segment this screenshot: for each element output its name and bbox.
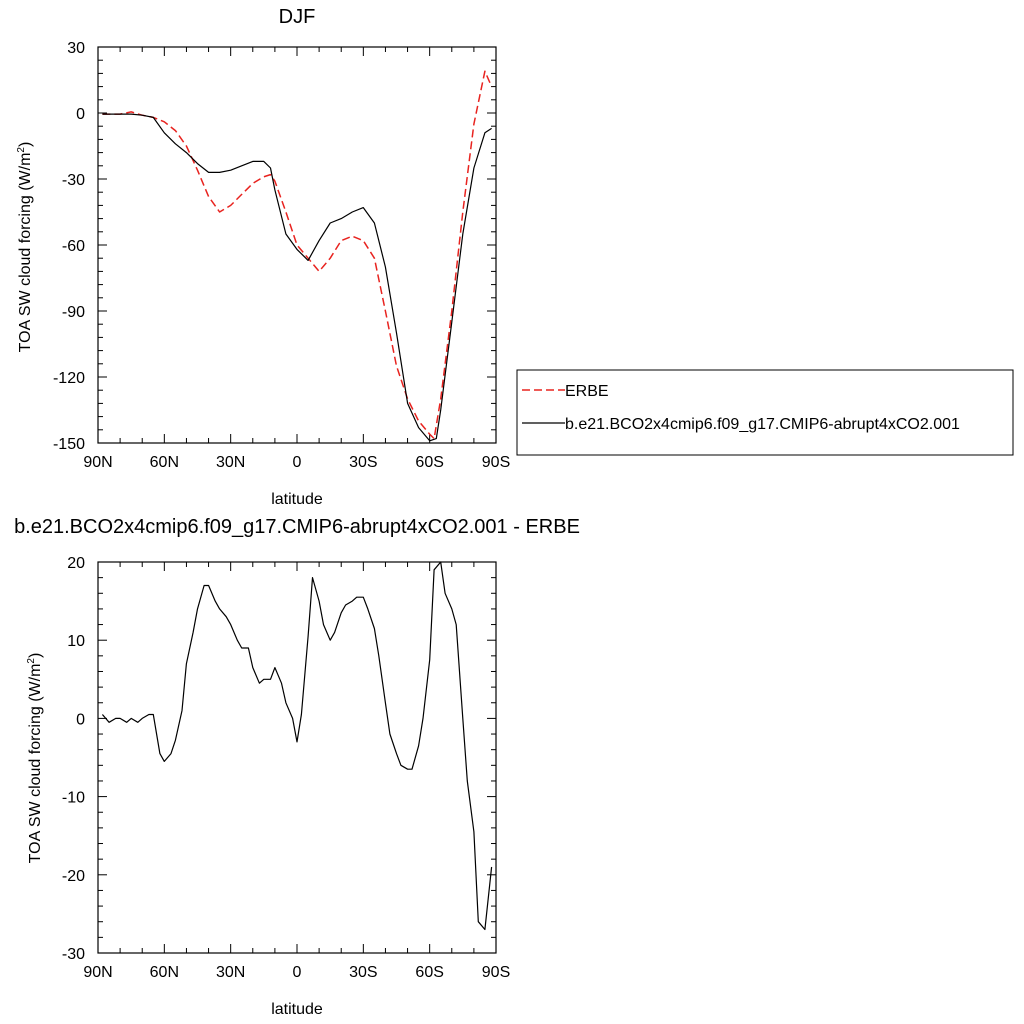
legend-label-model: b.e21.BCO2x4cmip6.f09_g17.CMIP6-abrupt4x…	[565, 416, 960, 433]
x-tick-label: 30N	[216, 454, 245, 471]
x-tick-label: 90S	[482, 454, 510, 471]
y-tick-label: -30	[62, 946, 85, 963]
panel-djf: DJF 90N 60N 30N 0 30S 60S 90S -150 -120 -90 -60 -30…	[16, 6, 510, 508]
plot-frame	[97, 561, 497, 954]
panel-difference: b.e21.BCO2x4cmip6.f09_g17.CMIP6-abrupt4x…	[14, 516, 580, 1018]
y-axis-label: TOA SW cloud forcing (W/m2)	[26, 653, 44, 864]
x-tick-label: 0	[293, 454, 302, 471]
y-tick-label: -60	[62, 238, 85, 255]
x-tick-label: 60S	[415, 964, 443, 981]
x-tick-label: 0	[293, 964, 302, 981]
plot-area: 90N 60N 30N 0 30S 60S 90S -150 -120 -90 -60 -30 0 30	[53, 40, 510, 471]
y-tick-label: 30	[67, 40, 85, 57]
x-axis-label: latitude	[271, 1001, 323, 1018]
x-tick-label: 30S	[349, 454, 377, 471]
y-tick-label: -30	[62, 172, 85, 189]
legend-label-erbe: ERBE	[565, 383, 609, 400]
plot-frame	[97, 46, 497, 444]
series-line-0	[101, 561, 493, 931]
y-tick-label: 20	[67, 555, 85, 572]
y-tick-label: -90	[62, 304, 85, 321]
chart-title: b.e21.BCO2x4cmip6.f09_g17.CMIP6-abrupt4x…	[14, 516, 580, 538]
x-tick-label: 90S	[482, 964, 510, 981]
x-tick-label: 30N	[216, 964, 245, 981]
y-tick-label: -120	[53, 370, 85, 387]
y-axis-label-close: )	[17, 142, 34, 147]
x-axis-label: latitude	[271, 491, 323, 508]
x-tick-label: 60N	[150, 454, 179, 471]
y-tick-label: 10	[67, 633, 85, 650]
y-axis-label-sup: 2	[26, 658, 37, 664]
y-axis-label-close: )	[27, 653, 44, 658]
y-axis-label: TOA SW cloud forcing (W/m2)	[16, 142, 34, 353]
y-tick-label: -150	[53, 436, 85, 453]
x-tick-label: 30S	[349, 964, 377, 981]
x-tick-label: 60S	[415, 454, 443, 471]
x-tick-label: 90N	[83, 454, 112, 471]
x-tick-label: 60N	[150, 964, 179, 981]
y-axis-label-sup: 2	[16, 147, 27, 153]
series-line-1	[102, 113, 492, 442]
chart-title: DJF	[279, 6, 316, 28]
y-tick-label: -20	[62, 868, 85, 885]
legend: ERBE b.e21.BCO2x4cmip6.f09_g17.CMIP6-abr…	[516, 369, 1014, 456]
y-axis-label-main: TOA SW cloud forcing (W/m	[17, 153, 34, 353]
legend-box	[516, 369, 1014, 456]
x-tick-label: 90N	[83, 964, 112, 981]
series-line-0	[102, 70, 493, 440]
plot-area: 90N 60N 30N 0 30S 60S 90S -30 -20 -10 0 10 20	[62, 555, 510, 981]
y-tick-label: 0	[76, 106, 85, 123]
y-axis-label-main: TOA SW cloud forcing (W/m	[27, 664, 44, 864]
y-tick-label: -10	[62, 790, 85, 807]
y-tick-label: 0	[76, 711, 85, 728]
